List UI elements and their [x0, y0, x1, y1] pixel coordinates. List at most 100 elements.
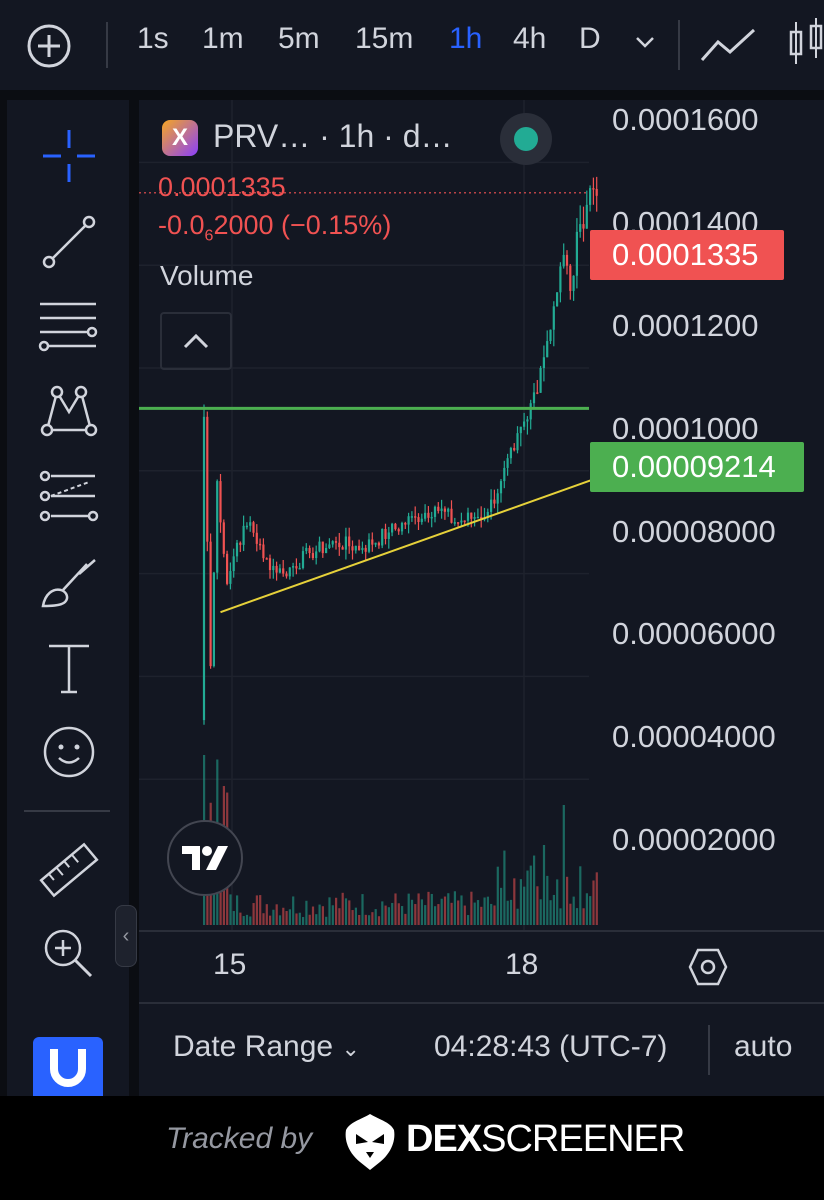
- candle-body: [503, 467, 506, 482]
- candle-body: [453, 522, 456, 524]
- candle-body: [513, 448, 516, 451]
- clock-display[interactable]: 04:28:43 (UTC-7): [434, 1030, 668, 1063]
- candle-body: [255, 532, 258, 544]
- level-price-tag: 0.00009214: [590, 442, 804, 492]
- tradingview-logo[interactable]: [167, 820, 243, 896]
- candle-body: [400, 522, 404, 532]
- candle-body: [354, 545, 357, 551]
- volume-bar: [394, 893, 397, 925]
- candle-body: [466, 512, 470, 521]
- brush-tool-button[interactable]: [36, 552, 102, 612]
- chart-settings-button[interactable]: [688, 948, 728, 991]
- candle-body: [473, 517, 476, 519]
- footer: [0, 1096, 824, 1200]
- volume-bar: [272, 909, 275, 925]
- emoji-tool-button[interactable]: [36, 722, 102, 782]
- volume-bar: [483, 897, 486, 925]
- magnet-tool-button[interactable]: [33, 1037, 103, 1097]
- ruler-tool-button[interactable]: [36, 840, 102, 900]
- volume-bar: [259, 895, 262, 925]
- candle-body: [519, 426, 522, 434]
- volume-bar: [427, 891, 430, 925]
- toggle-toolbar-button[interactable]: ‹: [115, 905, 137, 967]
- volume-bar: [513, 878, 516, 925]
- candle-body: [556, 292, 559, 307]
- volume-bar: [358, 914, 361, 925]
- pattern-tool-button[interactable]: [36, 382, 102, 442]
- candle-body: [318, 541, 321, 552]
- line-chart-type-button[interactable]: [700, 26, 756, 71]
- projection-tool-button[interactable]: [36, 466, 102, 526]
- volume-bar: [457, 900, 460, 925]
- timeframe-dropdown-button[interactable]: [634, 34, 656, 55]
- timeframe-1s[interactable]: 1s: [137, 22, 169, 55]
- volume-bar: [480, 906, 483, 925]
- bottom-bar-divider: [708, 1025, 710, 1075]
- volume-bar: [434, 906, 437, 925]
- candle-body: [315, 551, 318, 559]
- volume-bar: [575, 908, 579, 925]
- timeframe-1m[interactable]: 1m: [202, 22, 244, 55]
- volume-bar: [288, 909, 291, 925]
- timeframe-4h[interactable]: 4h: [513, 22, 547, 55]
- fib-tool-button[interactable]: [36, 296, 102, 356]
- volume-bar: [387, 907, 390, 925]
- timeframe-15m[interactable]: 15m: [355, 22, 414, 55]
- volume-bar: [414, 904, 417, 925]
- volume-bar: [318, 904, 321, 925]
- price-chart[interactable]: [139, 100, 824, 930]
- timeframe-d[interactable]: D: [579, 22, 601, 55]
- market-status-indicator[interactable]: [500, 113, 552, 165]
- zoom-tool-button[interactable]: [36, 924, 102, 984]
- candle-body: [262, 544, 265, 559]
- volume-bar: [397, 903, 400, 925]
- candle-body: [490, 499, 493, 512]
- volume-bar: [331, 905, 334, 925]
- candle-body: [387, 532, 390, 539]
- volume-bar: [308, 914, 311, 925]
- text-icon: [49, 644, 89, 694]
- candle-body: [526, 419, 529, 422]
- crosshair-tool-button[interactable]: [36, 126, 102, 186]
- auto-scale-toggle[interactable]: auto: [734, 1030, 793, 1063]
- volume-bar: [325, 916, 328, 925]
- timeframe-5m[interactable]: 5m: [278, 22, 320, 55]
- candle-body: [589, 188, 592, 205]
- trend-line-tool-button[interactable]: [36, 212, 102, 272]
- volume-bar: [351, 910, 354, 925]
- horizontal-lines-icon: [38, 302, 98, 352]
- volume-bar: [526, 870, 529, 925]
- candle-body: [460, 520, 463, 523]
- candle-body: [381, 528, 384, 546]
- candle-body: [282, 568, 285, 574]
- candle-body: [595, 188, 598, 196]
- text-tool-button[interactable]: [36, 638, 102, 698]
- drawing-toolbar: [7, 100, 129, 1100]
- candle-body: [265, 558, 268, 560]
- date-range-dropdown[interactable]: Date Range ⌄: [173, 1030, 360, 1064]
- volume-bar: [282, 907, 285, 925]
- candle-body: [252, 522, 255, 533]
- volume-bar: [420, 899, 423, 925]
- candle-body: [536, 392, 539, 394]
- candle-body: [582, 224, 585, 229]
- volume-bar: [592, 880, 595, 925]
- candle-body: [447, 508, 450, 512]
- collapse-legend-button[interactable]: [160, 312, 232, 370]
- timeframe-1h[interactable]: 1h: [449, 22, 483, 55]
- candle-body: [542, 357, 545, 368]
- candle-body: [450, 508, 453, 523]
- volume-bar: [506, 900, 509, 925]
- candle-body: [397, 529, 400, 532]
- volume-bar: [321, 906, 324, 925]
- volume-bar: [255, 895, 258, 925]
- candle-body: [539, 368, 542, 393]
- volume-bar: [552, 894, 555, 925]
- symbol-legend[interactable]: PRV… · 1h · d…: [213, 118, 453, 154]
- volume-indicator-label[interactable]: Volume: [160, 260, 254, 291]
- candle-body: [321, 541, 324, 554]
- price-axis-label: 0.00006000: [612, 616, 776, 651]
- add-indicator-button[interactable]: [26, 23, 72, 69]
- volume-bar: [315, 914, 318, 925]
- candle-chart-type-button[interactable]: [786, 18, 824, 73]
